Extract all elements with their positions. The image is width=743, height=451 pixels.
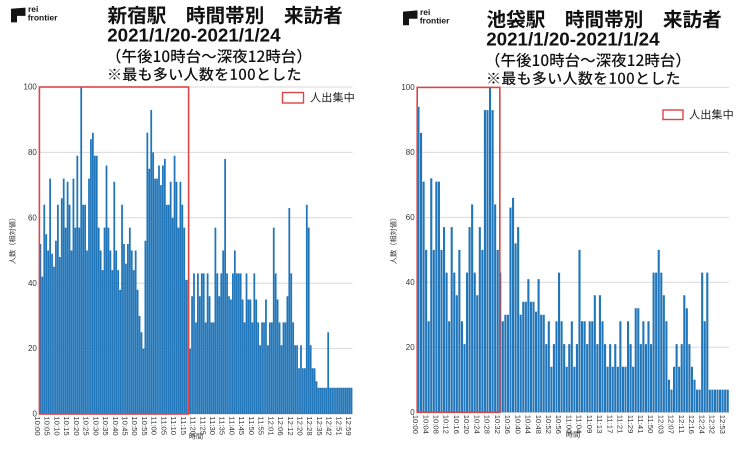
svg-text:12:20: 12:20 <box>296 416 305 435</box>
svg-text:10:52: 10:52 <box>544 415 553 434</box>
svg-text:12:11: 12:11 <box>677 415 686 434</box>
svg-text:10:25: 10:25 <box>82 416 91 435</box>
svg-text:10:36: 10:36 <box>503 415 512 434</box>
svg-text:10:40: 10:40 <box>111 416 120 435</box>
svg-text:10:30: 10:30 <box>91 416 100 435</box>
svg-text:11:09: 11:09 <box>585 415 594 434</box>
svg-text:2021/1/20-2021/1/24: 2021/1/20-2021/1/24 <box>486 29 660 50</box>
svg-text:11:04: 11:04 <box>575 415 584 434</box>
svg-text:11:13: 11:13 <box>595 415 604 434</box>
svg-text:80: 80 <box>28 148 37 157</box>
svg-text:11:10: 11:10 <box>169 416 178 435</box>
svg-text:10:55: 10:55 <box>140 416 149 435</box>
svg-text:60: 60 <box>28 213 37 222</box>
svg-text:40: 40 <box>28 279 37 288</box>
svg-text:11:41: 11:41 <box>636 415 645 434</box>
svg-text:rei: rei <box>420 7 430 17</box>
svg-text:10:28: 10:28 <box>483 415 492 434</box>
svg-text:10:04: 10:04 <box>421 415 430 435</box>
svg-text:10:16: 10:16 <box>452 415 461 434</box>
svg-text:10:15: 10:15 <box>62 416 71 435</box>
svg-text:12:01: 12:01 <box>266 416 275 435</box>
svg-text:10:40: 10:40 <box>513 415 522 434</box>
svg-text:12:24: 12:24 <box>697 415 706 435</box>
svg-text:12:35: 12:35 <box>315 416 324 435</box>
svg-text:10:20: 10:20 <box>462 415 471 434</box>
svg-text:20: 20 <box>28 344 37 353</box>
svg-text:12:12: 12:12 <box>286 416 295 435</box>
svg-text:rei: rei <box>28 4 38 14</box>
svg-text:11:15: 11:15 <box>179 416 188 435</box>
svg-text:11:50: 11:50 <box>247 416 256 435</box>
svg-text:11:40: 11:40 <box>227 416 236 435</box>
svg-text:12:32: 12:32 <box>708 415 717 434</box>
svg-text:frontier: frontier <box>28 13 58 23</box>
svg-text:12:42: 12:42 <box>325 416 334 435</box>
svg-text:0: 0 <box>410 408 415 417</box>
svg-text:40: 40 <box>406 278 415 287</box>
svg-text:11:30: 11:30 <box>208 416 217 435</box>
svg-text:11:05: 11:05 <box>159 416 168 435</box>
svg-text:frontier: frontier <box>420 15 450 25</box>
svg-text:10:56: 10:56 <box>554 415 563 434</box>
svg-text:10:00: 10:00 <box>411 415 420 434</box>
svg-text:80: 80 <box>406 148 415 157</box>
svg-text:12:28: 12:28 <box>305 416 314 435</box>
svg-text:100: 100 <box>24 83 38 92</box>
svg-text:11:21: 11:21 <box>616 415 625 434</box>
svg-text:12:53: 12:53 <box>718 415 727 434</box>
svg-text:10:05: 10:05 <box>43 416 52 435</box>
svg-text:10:45: 10:45 <box>121 416 130 435</box>
svg-text:11:45: 11:45 <box>237 416 246 435</box>
svg-text:2021/1/20-2021/1/24: 2021/1/20-2021/1/24 <box>107 25 281 46</box>
svg-text:11:35: 11:35 <box>218 416 227 435</box>
svg-text:10:08: 10:08 <box>432 415 441 434</box>
svg-text:10:48: 10:48 <box>534 415 543 434</box>
svg-text:10:24: 10:24 <box>472 415 481 435</box>
svg-text:12:06: 12:06 <box>276 416 285 435</box>
svg-text:12:07: 12:07 <box>667 415 676 434</box>
svg-text:100: 100 <box>401 83 415 92</box>
svg-text:11:25: 11:25 <box>198 416 207 435</box>
svg-text:0: 0 <box>32 410 37 419</box>
svg-text:20: 20 <box>406 343 415 352</box>
svg-text:12:51: 12:51 <box>334 416 343 435</box>
svg-text:10:50: 10:50 <box>130 416 139 435</box>
svg-text:11:00: 11:00 <box>564 415 573 434</box>
svg-text:10:10: 10:10 <box>52 416 61 435</box>
svg-text:10:12: 10:12 <box>442 415 451 434</box>
svg-text:11:00: 11:00 <box>150 416 159 435</box>
svg-text:10:44: 10:44 <box>524 415 533 435</box>
svg-text:11:29: 11:29 <box>626 415 635 434</box>
svg-text:10:35: 10:35 <box>101 416 110 435</box>
svg-text:11:17: 11:17 <box>605 415 614 434</box>
svg-text:60: 60 <box>406 213 415 222</box>
svg-text:11:50: 11:50 <box>646 415 655 434</box>
svg-text:10:32: 10:32 <box>493 415 502 434</box>
svg-text:12:59: 12:59 <box>344 416 353 435</box>
svg-text:11:55: 11:55 <box>257 416 266 435</box>
svg-text:12:03: 12:03 <box>656 415 665 434</box>
svg-text:11:20: 11:20 <box>189 416 198 435</box>
svg-text:12:16: 12:16 <box>687 415 696 434</box>
svg-text:10:20: 10:20 <box>72 416 81 435</box>
svg-text:10:00: 10:00 <box>33 416 42 435</box>
